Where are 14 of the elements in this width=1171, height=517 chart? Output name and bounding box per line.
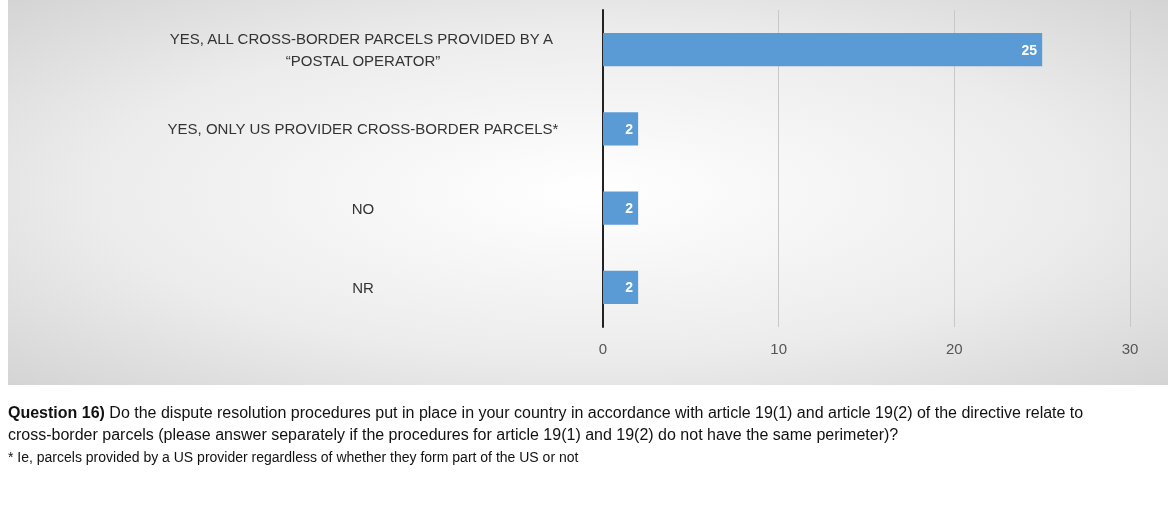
y-tick-label: NO xyxy=(351,199,375,217)
data-label: 2 xyxy=(625,200,634,217)
y-tick-label: YES, ALL CROSS-BORDER PARCELS PROVIDED BY A “POSTAL OPERATOR” xyxy=(169,30,557,70)
data-label: 25 xyxy=(1021,41,1038,58)
data-label: 2 xyxy=(625,279,634,296)
text: * Ie, parcels provided by a US provider regardless of whether they form part of the US or not xyxy=(8,448,580,467)
y-tick-label: NR xyxy=(352,278,374,296)
y-tick-label: YES, ONLY US PROVIDER CROSS-BORDER PARCELS* xyxy=(167,120,559,138)
x-tick-label: 10 xyxy=(770,340,788,357)
text: Question 16) Do the dispute resolution procedures put in place in your country in accordance with article 19(1) and article 19(2) of the directive relate to cross-border parcels (please answer separately if the procedures for article 19(1) and 19(2) do not have the same perimeter)? xyxy=(8,403,1085,445)
x-tick-label: 0 xyxy=(598,340,608,357)
x-tick-label: 20 xyxy=(945,340,963,357)
x-tick-label: 30 xyxy=(1121,340,1139,357)
data-label: 2 xyxy=(625,120,634,137)
